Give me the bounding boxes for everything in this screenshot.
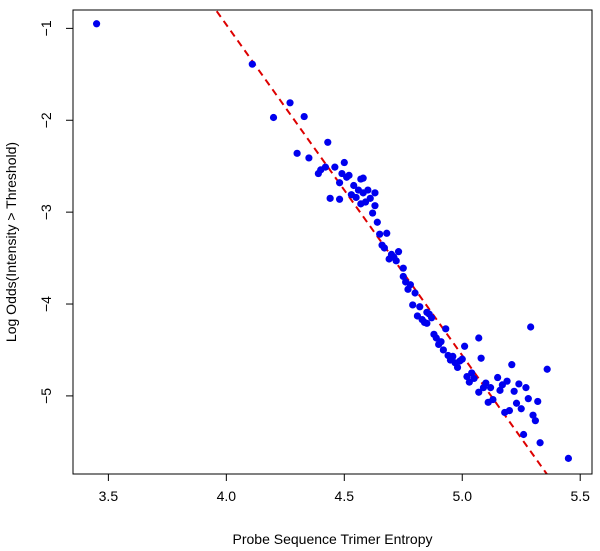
data-point	[416, 303, 424, 311]
data-point	[475, 388, 483, 396]
data-point	[269, 113, 278, 122]
data-point	[503, 377, 511, 385]
x-tick-label: 5.0	[453, 488, 473, 504]
data-point	[352, 193, 360, 202]
data-point	[453, 363, 462, 372]
data-point	[489, 395, 497, 404]
data-point	[486, 384, 495, 392]
data-point	[510, 387, 518, 395]
data-point	[442, 325, 450, 333]
data-point	[399, 264, 407, 272]
data-point	[326, 194, 334, 202]
data-point	[92, 20, 101, 28]
data-point	[335, 195, 344, 203]
x-tick-label: 4.0	[217, 488, 237, 504]
x-axis-title: Probe Sequence Trimer Entropy	[233, 531, 433, 547]
data-point	[512, 399, 521, 407]
data-point	[543, 365, 551, 373]
data-point	[458, 355, 466, 363]
x-tick-label: 4.5	[335, 488, 355, 504]
y-tick-label: −2	[38, 112, 54, 128]
data-point	[423, 319, 431, 327]
data-point	[364, 186, 372, 194]
data-point	[286, 99, 294, 107]
data-point	[531, 417, 539, 425]
data-point	[373, 218, 381, 226]
data-point	[371, 202, 379, 210]
data-point	[399, 272, 407, 281]
data-point	[331, 163, 339, 171]
data-point	[515, 380, 523, 388]
data-point	[527, 323, 535, 331]
data-point	[470, 374, 478, 383]
data-point	[508, 361, 516, 369]
fit-line-layer	[214, 10, 549, 474]
data-point	[482, 379, 490, 387]
data-point	[392, 257, 400, 265]
data-point	[522, 384, 530, 392]
data-point	[534, 397, 542, 406]
data-point	[427, 314, 436, 322]
data-point	[293, 149, 301, 157]
data-point	[324, 138, 332, 146]
data-point	[449, 352, 457, 360]
data-point	[409, 301, 417, 309]
x-axis: 3.5 4.0 4.5 5.0 5.5	[99, 474, 590, 504]
data-point	[371, 189, 379, 197]
data-point	[517, 405, 525, 413]
data-point	[383, 229, 391, 237]
data-point	[468, 369, 476, 377]
data-points-layer	[92, 20, 573, 462]
data-point	[248, 60, 256, 68]
data-point	[376, 230, 384, 238]
data-point	[300, 112, 308, 121]
data-point	[505, 407, 514, 415]
data-point	[366, 194, 374, 202]
data-point	[411, 289, 419, 297]
y-axis: −1 −2 −3 −4 −5	[38, 20, 73, 404]
y-axis-title: Log Odds(Intensity > Threshold)	[3, 142, 19, 342]
x-tick-label: 3.5	[99, 488, 119, 504]
data-point	[519, 430, 528, 439]
data-point	[380, 244, 388, 252]
data-point	[369, 209, 377, 217]
data-point	[439, 346, 447, 354]
data-point	[461, 342, 469, 350]
data-point	[437, 338, 445, 346]
data-point	[529, 411, 537, 419]
y-tick-label: −5	[38, 388, 54, 404]
data-point	[475, 334, 483, 342]
data-point	[406, 281, 414, 289]
data-point	[340, 158, 348, 167]
data-point	[496, 386, 504, 394]
y-tick-label: −4	[38, 296, 54, 312]
data-point	[350, 181, 358, 190]
y-tick-label: −3	[38, 204, 54, 220]
regression-fit-line	[214, 10, 549, 474]
data-point	[335, 179, 344, 187]
x-tick-label: 5.5	[570, 488, 590, 504]
data-point	[305, 154, 313, 162]
data-point	[345, 171, 353, 179]
data-point	[477, 354, 485, 362]
data-point	[524, 395, 532, 403]
data-point	[494, 373, 502, 382]
data-point	[321, 163, 330, 171]
data-point	[394, 248, 403, 256]
data-point	[359, 174, 367, 182]
y-tick-label: −1	[38, 20, 54, 36]
plot-frame	[72, 9, 593, 475]
data-point	[564, 454, 573, 462]
data-point	[536, 439, 544, 447]
